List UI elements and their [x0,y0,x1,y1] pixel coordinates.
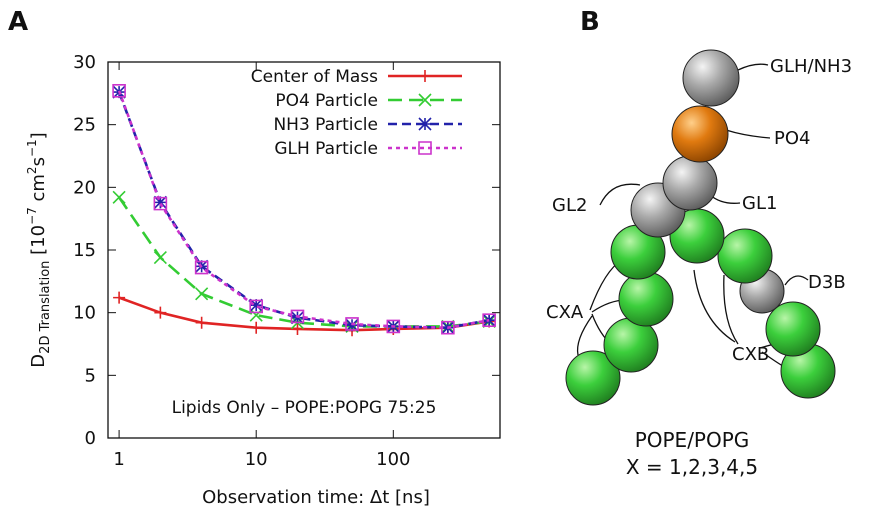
bead-label: CXA [546,302,584,323]
bead-label: CXB [732,344,769,365]
panel-label: A [8,7,28,37]
y-label-part: D [28,354,49,368]
marker [113,291,126,304]
marker [153,196,168,211]
marker [154,306,167,319]
marker [291,322,304,335]
legend-label: Center of Mass [251,67,378,87]
marker [441,320,455,335]
y-tick-label: 20 [73,177,96,198]
y-tick-label: 15 [73,240,96,261]
bead [765,301,821,357]
leader [693,269,791,371]
legend-marker [418,141,432,155]
y-label-part: −7 [25,207,39,225]
marker [290,309,305,324]
marker [249,298,263,312]
leader [737,63,769,71]
legend-label: PO4 Particle [275,91,378,111]
marker [386,319,401,334]
marker [194,260,209,275]
molecule [565,49,836,406]
y-label-part: 2 [25,166,39,174]
marker [195,287,209,301]
marker [482,313,496,327]
marker [250,321,263,334]
bead [618,271,674,327]
y-label-part: s [28,157,49,166]
marker [112,84,126,98]
bead [717,228,773,284]
y-label-part: ] [28,132,49,139]
marker [153,195,167,209]
annotation: Lipids Only – POPE:POPG 75:25 [172,398,437,418]
bead-label: PO4 [774,128,810,149]
bead [682,49,740,107]
legend-marker [418,93,432,107]
marker [153,250,167,265]
y-tick-label: 10 [73,303,96,324]
marker [195,316,208,329]
y-label-part: cm [28,174,49,207]
marker [482,313,496,327]
x-tick-label: 10 [245,449,268,470]
y-tick-label: 30 [73,52,96,73]
marker [249,308,263,322]
marker [345,317,359,331]
series-line [118,196,490,328]
y-label-part: 2D Translation [38,261,53,354]
bead-label: GL1 [742,193,777,214]
x-axis-label: Observation time: Δt [ns] [202,487,430,508]
y-label-part: −1 [25,139,39,157]
leader [576,259,627,356]
bead-label: GLH/NH3 [770,56,852,77]
legend-label: GLH Particle [274,139,378,159]
caption: POPE/POPG [635,428,750,452]
marker [249,299,264,314]
bead [662,155,718,211]
y-tick-label: 0 [85,428,96,449]
leader [784,275,809,286]
caption: X = 1,2,3,4,5 [626,455,758,479]
x-tick-label: 1 [113,449,124,470]
legend-marker [419,70,431,82]
y-axis-label: D2D Translation [10−7 cm2s−1] [25,132,53,367]
y-tick-label: 25 [73,115,96,136]
bead [565,350,621,406]
panel-label: B [580,7,600,37]
x-tick-label: 100 [376,449,410,470]
y-label-part: [10 [28,225,49,261]
y-tick-label: 5 [85,365,96,386]
leader [725,129,771,139]
legend-label: NH3 Particle [273,115,378,135]
leader [709,194,741,204]
legend-marker [418,117,432,131]
bead [671,105,729,163]
leader [599,183,641,206]
marker [112,190,126,204]
bead-label: GL2 [552,195,587,216]
series-line [117,90,490,330]
bead-label: D3B [808,272,846,293]
